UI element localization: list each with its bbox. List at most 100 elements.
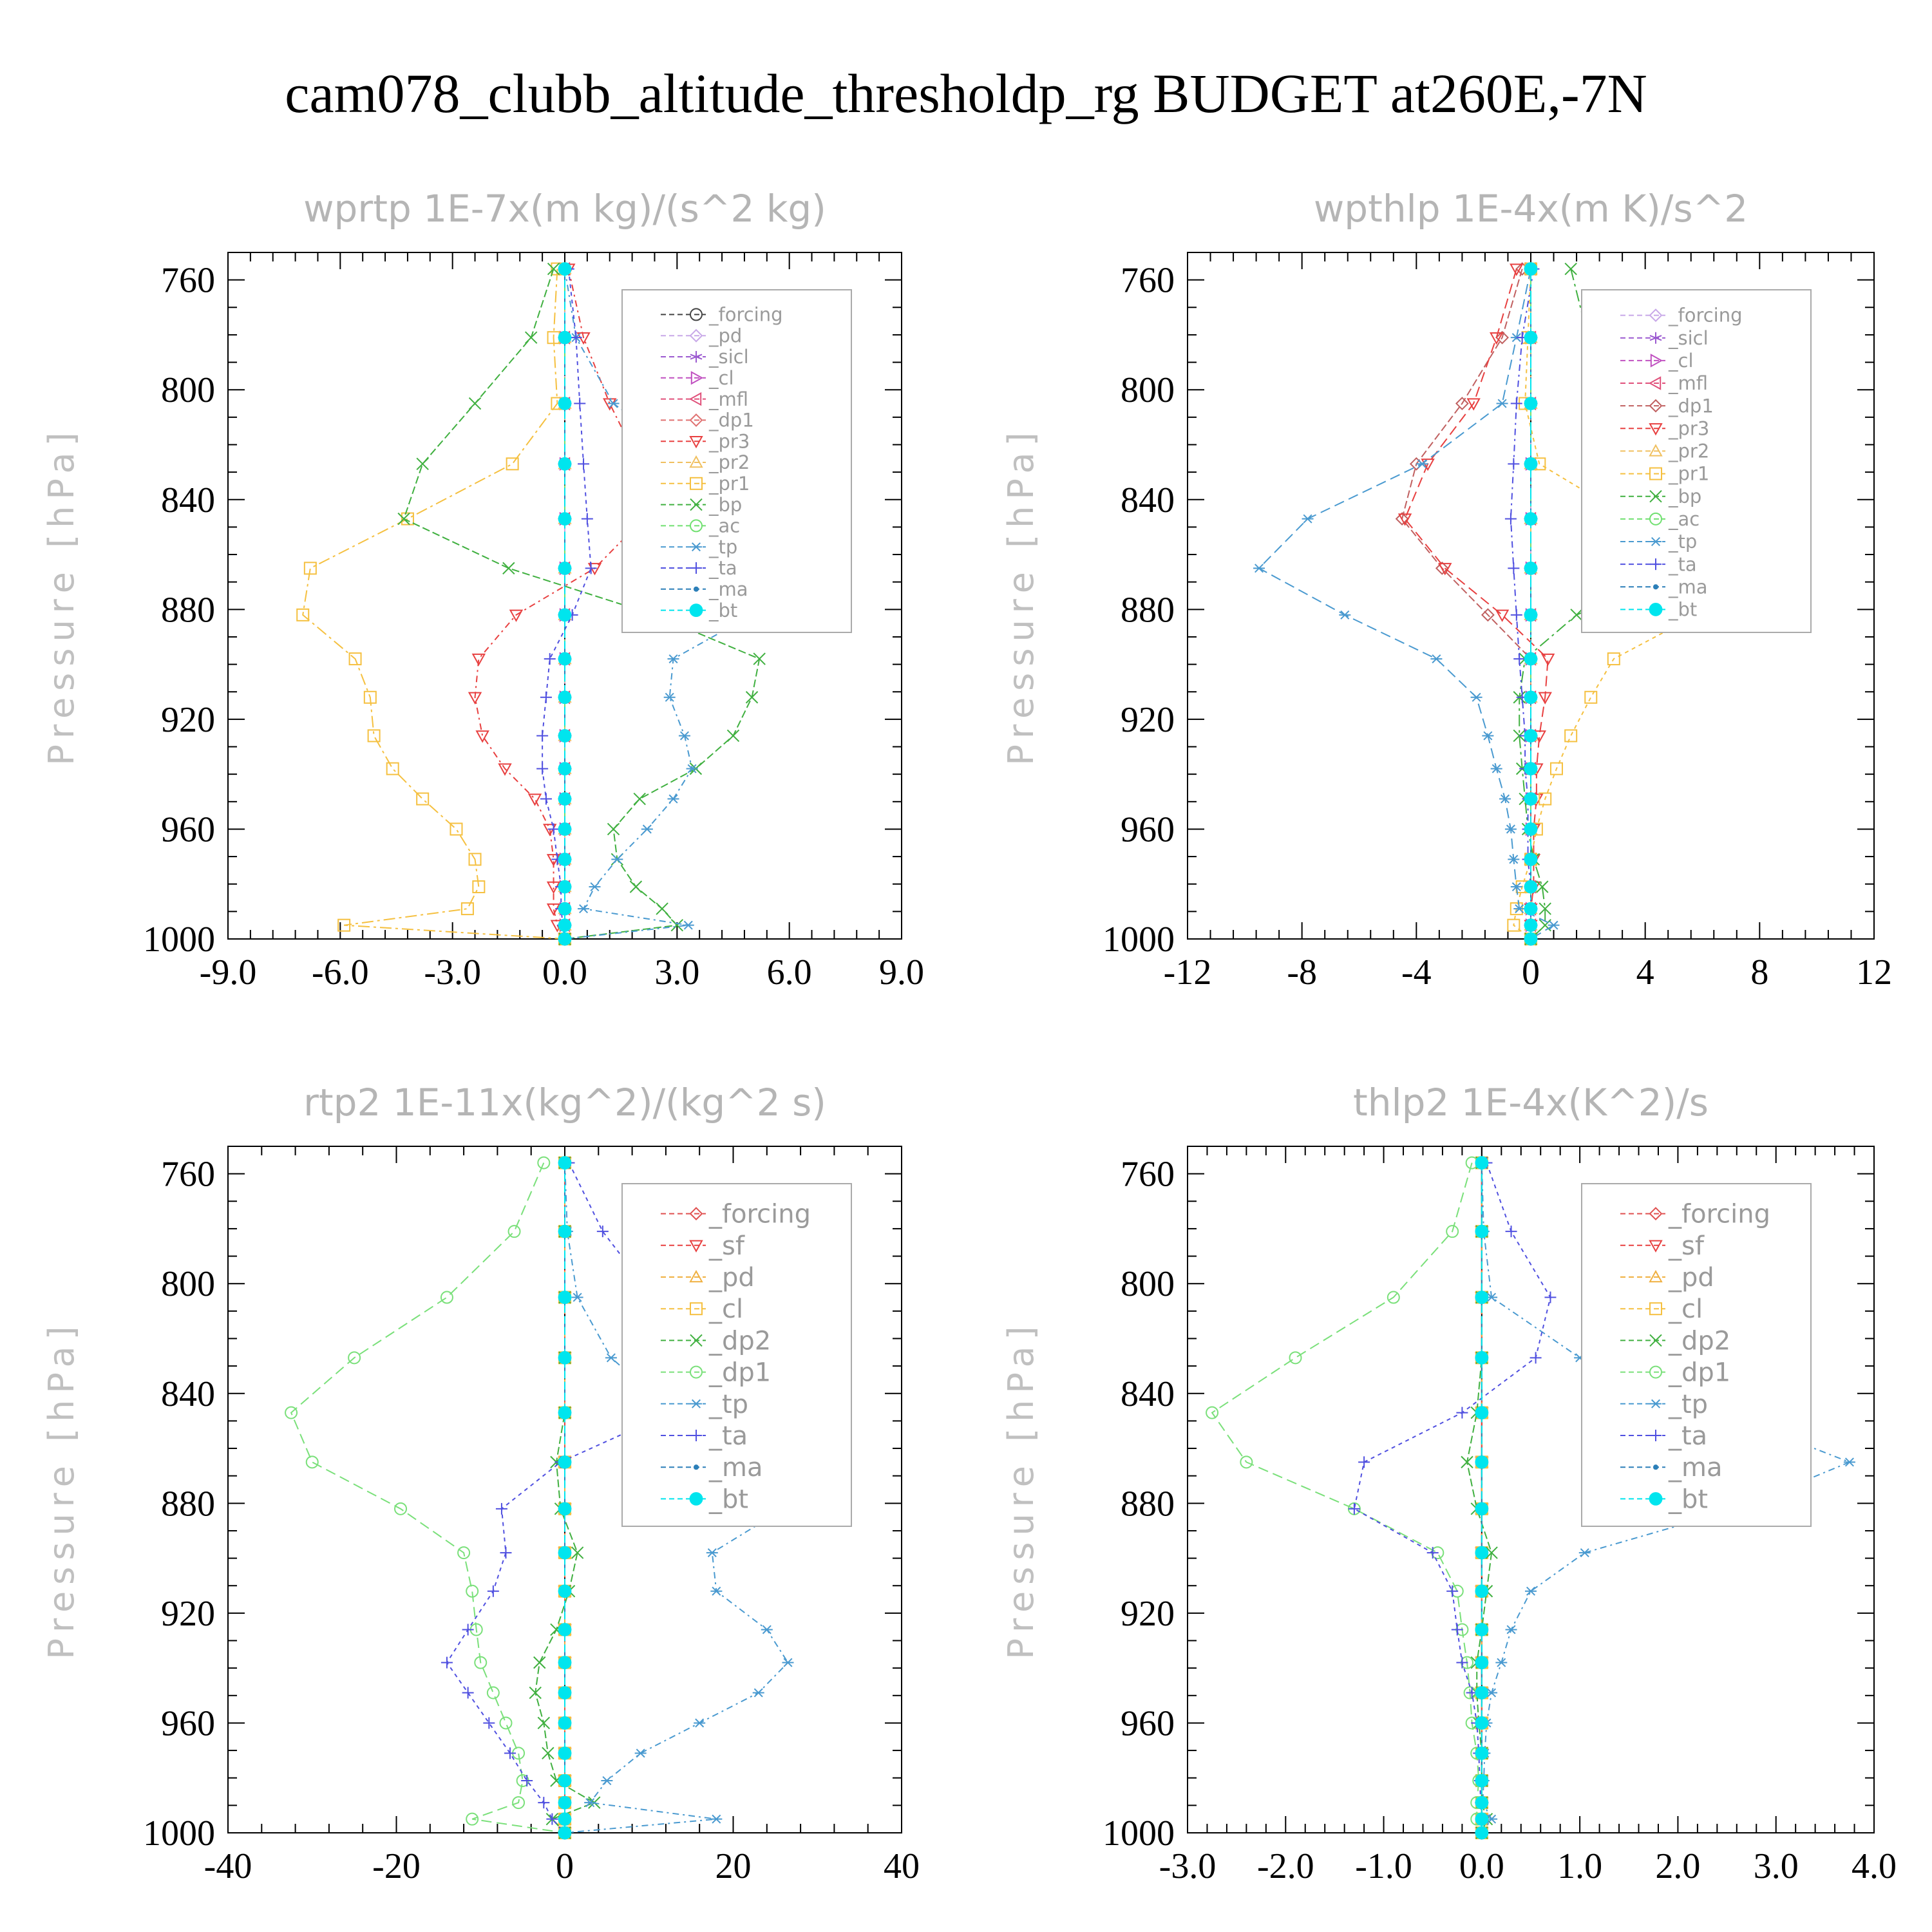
data-point [533,1656,546,1669]
data-point [558,1350,572,1365]
data-point [558,1502,572,1516]
legend-marker [1650,558,1662,571]
data-point [1475,1546,1489,1560]
data-point [678,731,690,741]
data-point [1510,882,1522,891]
data-point [1539,902,1551,915]
y-tick-label: 920 [1121,700,1175,740]
legend-marker [689,1207,703,1221]
data-point [540,691,552,703]
data-point [1289,1351,1302,1365]
legend-marker [690,1334,703,1347]
x-tick-label: 6.0 [767,952,812,992]
y-tick-label: 960 [1121,810,1175,849]
series-line [1353,1162,1551,1833]
data-point [1524,852,1538,866]
data-point [440,1291,453,1304]
series-bp [397,262,766,945]
data-point [1536,880,1549,893]
data-point [1540,653,1555,667]
data-point [1524,932,1538,946]
data-point [462,1624,474,1636]
y-tick-label: 840 [1121,1374,1175,1414]
data-point [1513,904,1526,914]
legend-marker [689,413,703,427]
data-point [558,1716,572,1730]
legend-label: _ac [708,515,740,537]
legend-marker [690,1365,703,1379]
x-tick-label: 4 [1636,952,1654,992]
data-point [694,1718,706,1728]
data-point [558,1455,572,1469]
data-point [1504,824,1517,834]
legend-label: _ta [1668,553,1697,575]
legend-label: _ta [708,1421,748,1451]
series-line [564,1162,836,1833]
x-tick-label: -1.0 [1355,1846,1412,1886]
data-point [558,1686,572,1700]
legend-marker [690,1399,702,1408]
legend-marker [689,328,703,343]
data-point [745,691,759,704]
legend-marker [1650,354,1663,368]
data-point [285,1406,298,1419]
data-point [1475,1584,1489,1598]
y-axis-label: Pressure [hPa] [41,1320,82,1659]
legend-marker [690,477,703,490]
legend-marker [1648,376,1662,390]
data-point [305,1455,319,1469]
data-point [1253,564,1265,573]
data-point [1481,608,1495,622]
data-point [558,330,572,345]
legend-marker [690,1430,702,1441]
data-point [1397,513,1412,526]
data-point [1570,609,1583,621]
data-point [1496,399,1508,408]
legend-label: _cl [708,1294,743,1324]
legend-marker [688,392,702,406]
legend-label: _tp [708,536,737,558]
data-point [1843,1457,1855,1467]
data-point [634,1748,647,1758]
y-tick-label: 800 [1121,370,1175,410]
data-point [558,1156,572,1170]
legend-label: _dp2 [1668,1326,1730,1356]
x-tick-label: -3.0 [424,952,481,992]
x-tick-label: -4 [1401,952,1432,992]
data-point [1524,792,1538,806]
legend-label: _tp [708,1390,748,1419]
legend-marker [1653,584,1659,590]
x-tick-label: 3.0 [654,952,699,992]
data-point [629,880,643,893]
y-tick-label: 1000 [143,920,215,960]
data-point [1475,1686,1489,1700]
data-point [1475,1812,1489,1826]
data-point [1475,1291,1489,1304]
data-point [574,397,586,410]
data-point [542,1747,554,1760]
data-point [1524,262,1538,276]
data-point [558,1623,572,1636]
data-point [607,399,620,408]
series-line [474,269,645,940]
data-point [1495,330,1509,345]
y-tick-label: 760 [161,1155,215,1195]
legend-label: _forcing [1668,1200,1770,1229]
data-point [547,262,560,276]
legend-marker [689,603,703,617]
data-point [558,902,572,916]
data-point [558,1406,572,1420]
data-point [1490,764,1502,773]
data-point [536,762,549,775]
legend: _forcing_sf_pd_cl_dp2_dp1_tp_ta_ma_bt [621,1183,852,1527]
y-axis-label: Pressure [hPa] [1001,1320,1041,1659]
data-point [1475,1502,1489,1516]
data-point [1438,563,1452,576]
data-point [1499,794,1511,804]
legend-label: _dp1 [708,410,754,431]
data-point [558,852,572,866]
legend-label: _mfl [1668,372,1708,394]
legend-label: _ta [1668,1421,1707,1451]
data-point [401,512,414,526]
data-point [1513,653,1526,665]
